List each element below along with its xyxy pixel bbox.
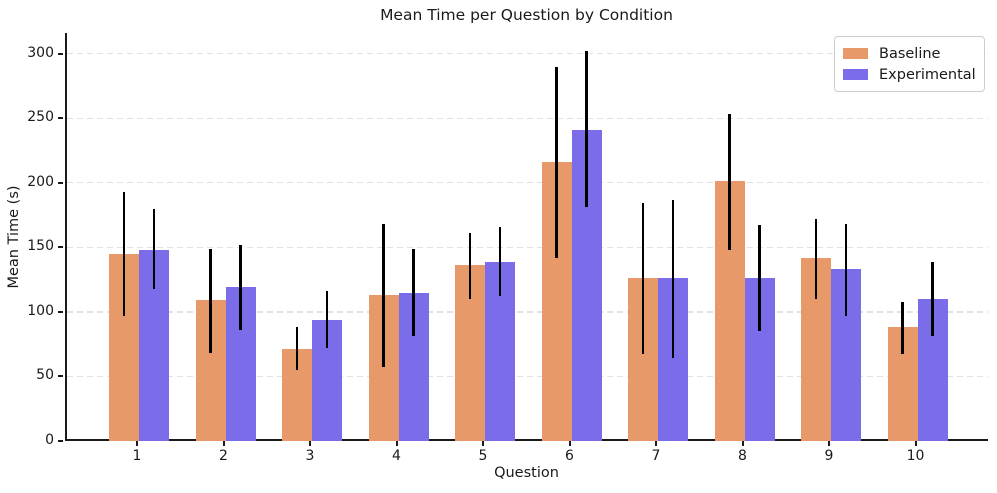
x-tick-mark-8 (741, 441, 744, 446)
x-axis-label: Question (494, 465, 559, 481)
x-tick-label-6: 6 (565, 448, 574, 464)
x-tick-label-2: 2 (219, 448, 228, 464)
legend-item-baseline: Baseline (843, 43, 976, 64)
x-tick-label-4: 4 (392, 448, 401, 464)
y-tick-mark-0 (58, 440, 63, 442)
chart-title: Mean Time per Question by Condition (380, 6, 673, 24)
plot-area (65, 33, 988, 441)
gridline-200 (67, 182, 988, 184)
y-tick-mark-250 (58, 117, 63, 120)
y-tick-mark-300 (58, 52, 63, 55)
errorbar-experimental-q1 (152, 208, 156, 289)
x-tick-mark-3 (309, 441, 311, 446)
errorbar-experimental-q9 (844, 224, 848, 316)
errorbar-baseline-q7 (641, 203, 645, 355)
errorbar-experimental-q6 (585, 51, 588, 208)
experimental-color-swatch (843, 69, 868, 80)
x-tick-mark-7 (655, 441, 657, 446)
gridline-250 (67, 117, 988, 119)
x-tick-label-8: 8 (738, 448, 747, 464)
errorbar-baseline-q9 (814, 218, 818, 299)
errorbar-baseline-q2 (209, 248, 212, 354)
y-tick-label-100: 100 (27, 302, 54, 319)
gridline-50 (67, 375, 988, 378)
x-tick-mark-6 (568, 441, 571, 446)
x-tick-mark-5 (482, 441, 484, 446)
x-tick-label-9: 9 (824, 448, 834, 464)
baseline-color-swatch (843, 48, 868, 59)
y-tick-mark-50 (58, 375, 63, 378)
y-tick-label-0: 0 (45, 432, 54, 448)
y-tick-label-150: 150 (27, 238, 54, 255)
errorbar-baseline-q1 (122, 191, 126, 316)
x-tick-label-3: 3 (305, 448, 315, 464)
y-tick-mark-200 (58, 181, 63, 184)
errorbar-experimental-q7 (671, 199, 675, 359)
gridline-150 (67, 246, 988, 249)
y-tick-label-300: 300 (27, 44, 54, 61)
x-tick-mark-1 (136, 441, 138, 446)
legend-label-baseline: Baseline (879, 45, 941, 62)
errorbar-experimental-q2 (239, 244, 242, 330)
gridline-300 (67, 52, 988, 55)
errorbar-baseline-q3 (295, 327, 299, 370)
x-tick-label-1: 1 (132, 448, 142, 464)
legend-label-experimental: Experimental (879, 66, 976, 83)
errorbar-experimental-q3 (325, 291, 329, 349)
errorbar-baseline-q4 (382, 224, 385, 368)
x-tick-label-5: 5 (478, 448, 488, 464)
x-tick-label-10: 10 (906, 448, 925, 464)
y-tick-mark-100 (58, 310, 63, 313)
y-tick-label-50: 50 (36, 367, 54, 384)
y-tick-label-200: 200 (27, 173, 54, 190)
x-tick-mark-9 (828, 441, 830, 446)
errorbar-baseline-q6 (555, 66, 558, 258)
x-tick-mark-2 (222, 441, 225, 446)
errorbar-baseline-q8 (728, 114, 731, 250)
x-tick-label-7: 7 (651, 448, 661, 464)
errorbar-experimental-q5 (498, 226, 502, 297)
y-tick-label-250: 250 (27, 109, 54, 126)
errorbar-experimental-q8 (758, 225, 761, 332)
x-tick-mark-4 (395, 441, 398, 446)
legend: Baseline Experimental (834, 36, 985, 92)
errorbar-baseline-q10 (901, 301, 904, 355)
x-tick-mark-10 (914, 441, 917, 446)
errorbar-experimental-q10 (931, 261, 934, 337)
legend-item-experimental: Experimental (843, 64, 976, 85)
y-tick-mark-150 (58, 246, 63, 249)
errorbar-experimental-q4 (412, 248, 415, 337)
y-axis-label: Mean Time (s) (6, 185, 22, 289)
gridline-100 (67, 311, 988, 313)
errorbar-baseline-q5 (468, 233, 472, 299)
